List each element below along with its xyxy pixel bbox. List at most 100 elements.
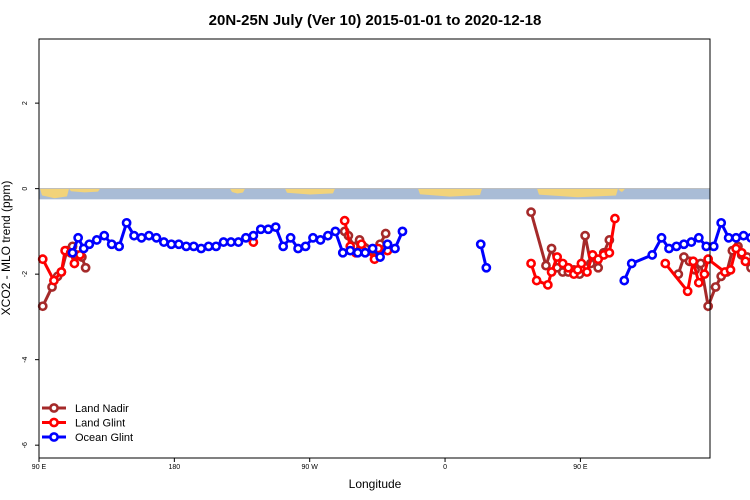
data-point	[723, 232, 734, 243]
plot-marks	[37, 188, 750, 312]
plot-frame	[38, 38, 711, 459]
data-point	[360, 247, 371, 258]
data-point	[300, 241, 311, 252]
data-point	[679, 239, 689, 250]
data-point	[746, 262, 750, 273]
data-point	[656, 232, 667, 243]
data-point	[686, 237, 697, 247]
map-strip-land	[618, 188, 625, 192]
data-point	[285, 232, 296, 243]
legend-item: Land Glint	[42, 418, 125, 430]
data-point	[703, 301, 714, 312]
data-point	[710, 282, 721, 292]
legend-swatch-marker	[49, 417, 59, 428]
data-point	[736, 247, 747, 258]
data-point	[173, 239, 184, 250]
data-point	[315, 235, 326, 245]
data-point	[323, 230, 333, 241]
data-point	[37, 301, 48, 312]
data-point	[526, 258, 536, 269]
data-point	[671, 241, 682, 252]
y-axis-label: XCO2 - MLO trend (ppm)	[0, 181, 13, 316]
data-point	[330, 226, 341, 237]
data-point	[563, 262, 574, 273]
data-point	[695, 258, 706, 269]
data-point	[626, 258, 637, 269]
data-point	[121, 217, 132, 228]
data-point	[196, 243, 207, 254]
data-point	[542, 279, 553, 290]
series-group	[67, 217, 750, 286]
map-strip-land	[285, 188, 335, 195]
x-axis: 90 E 180 90 W 0 90 E	[32, 458, 588, 471]
legend-item: Land Nadir	[42, 403, 129, 415]
data-point	[56, 267, 67, 277]
data-point	[580, 230, 591, 241]
data-point	[699, 269, 710, 280]
data-point	[248, 230, 259, 241]
legend-label: Land Nadir	[75, 403, 129, 415]
data-point	[226, 237, 236, 247]
data-point	[158, 237, 169, 247]
data-point	[610, 213, 620, 224]
map-strip-land	[537, 188, 618, 198]
data-point	[367, 243, 378, 254]
legend-swatch-marker	[49, 403, 59, 413]
data-point	[582, 267, 592, 277]
data-point	[233, 237, 244, 247]
data-point	[546, 267, 557, 277]
legend-item: Ocean Glint	[42, 432, 133, 444]
data-point	[693, 277, 704, 288]
data-point	[660, 258, 671, 269]
data-point	[345, 245, 356, 256]
data-point	[375, 252, 385, 262]
data-point	[203, 241, 214, 252]
data-point	[49, 275, 59, 286]
data-point	[382, 239, 393, 250]
data-point	[731, 232, 741, 243]
data-point	[255, 224, 266, 235]
data-point	[682, 286, 693, 297]
map-strip-land	[69, 188, 100, 193]
data-point	[541, 260, 551, 271]
y-tick-label: -4	[22, 356, 29, 362]
x-tick-label: 90 E	[573, 464, 588, 471]
data-point	[390, 243, 400, 254]
data-point	[218, 237, 229, 247]
data-point	[738, 230, 749, 241]
data-point	[308, 232, 318, 243]
data-point	[67, 247, 78, 258]
map-strip	[39, 188, 710, 200]
x-axis-label: Longitude	[349, 477, 402, 491]
data-point	[278, 241, 289, 252]
data-point	[693, 232, 704, 243]
data-point	[352, 247, 363, 258]
y-tick-label: -6	[22, 442, 29, 448]
x-tick-label: 0	[443, 464, 447, 471]
data-point	[380, 228, 391, 239]
data-point	[604, 247, 615, 258]
data-point	[270, 222, 281, 233]
data-point	[263, 224, 274, 235]
data-point	[716, 217, 727, 228]
data-point	[647, 250, 658, 260]
data-point	[746, 233, 750, 243]
legend-label: Ocean Glint	[75, 432, 133, 444]
data-point	[181, 241, 192, 252]
data-point	[701, 241, 712, 252]
data-point	[339, 215, 350, 226]
data-point	[73, 232, 84, 243]
data-point	[593, 262, 604, 273]
chart-title: 20N-25N July (Ver 10) 2015-01-01 to 2020…	[209, 12, 542, 29]
legend-label: Land Glint	[75, 418, 125, 430]
legend: Land Nadir Land Glint Ocean Glint	[42, 403, 133, 444]
map-strip-land	[40, 188, 69, 199]
y-axis: 2 0 -2 -4 -6	[22, 101, 39, 448]
x-tick-label: 90 W	[302, 464, 319, 471]
data-point	[136, 232, 147, 243]
y-tick-label: -2	[22, 271, 29, 277]
data-point	[688, 256, 699, 267]
legend-swatch-marker	[49, 432, 59, 442]
data-point	[740, 256, 750, 267]
